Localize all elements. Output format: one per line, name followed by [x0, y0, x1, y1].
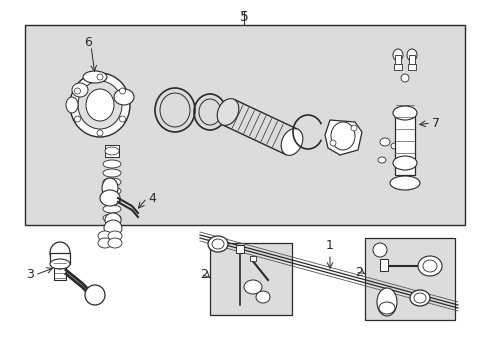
- Ellipse shape: [98, 231, 112, 241]
- Text: 4: 4: [148, 192, 156, 204]
- Ellipse shape: [217, 99, 238, 125]
- Ellipse shape: [103, 160, 121, 168]
- Ellipse shape: [281, 129, 302, 156]
- Ellipse shape: [103, 178, 121, 186]
- Polygon shape: [325, 120, 361, 155]
- Text: 5: 5: [239, 10, 248, 24]
- Ellipse shape: [400, 74, 408, 82]
- Bar: [249, 256, 256, 261]
- Ellipse shape: [103, 169, 121, 177]
- Bar: [407, 64, 415, 70]
- Ellipse shape: [97, 74, 103, 80]
- Ellipse shape: [72, 83, 88, 97]
- Ellipse shape: [50, 242, 70, 264]
- Ellipse shape: [86, 89, 114, 121]
- Bar: [105, 145, 119, 157]
- Ellipse shape: [372, 243, 386, 257]
- Text: 2: 2: [200, 269, 207, 282]
- Ellipse shape: [378, 302, 394, 314]
- Bar: [209, 243, 291, 315]
- Ellipse shape: [108, 238, 122, 248]
- Ellipse shape: [103, 205, 121, 213]
- Ellipse shape: [97, 130, 103, 136]
- Ellipse shape: [244, 280, 262, 294]
- Ellipse shape: [98, 238, 112, 248]
- Bar: [25, 25, 464, 225]
- Ellipse shape: [417, 256, 441, 276]
- Ellipse shape: [392, 156, 416, 170]
- Ellipse shape: [119, 116, 125, 122]
- Ellipse shape: [102, 178, 118, 198]
- Ellipse shape: [422, 260, 436, 272]
- Bar: [379, 259, 387, 271]
- Ellipse shape: [392, 49, 402, 61]
- Ellipse shape: [406, 49, 416, 61]
- Ellipse shape: [78, 81, 122, 129]
- Text: 7: 7: [431, 117, 439, 130]
- Ellipse shape: [85, 285, 105, 305]
- Ellipse shape: [207, 236, 227, 252]
- Ellipse shape: [350, 125, 356, 131]
- Ellipse shape: [103, 214, 121, 222]
- Bar: [394, 55, 400, 65]
- Ellipse shape: [104, 220, 122, 236]
- Ellipse shape: [376, 288, 396, 316]
- Ellipse shape: [103, 187, 121, 195]
- Bar: [364, 238, 454, 320]
- Bar: [394, 115, 414, 175]
- Ellipse shape: [50, 259, 70, 269]
- Ellipse shape: [105, 213, 121, 227]
- Ellipse shape: [377, 157, 385, 163]
- Bar: [408, 55, 414, 65]
- Ellipse shape: [100, 190, 120, 206]
- Ellipse shape: [212, 239, 224, 249]
- Bar: [393, 64, 401, 70]
- Ellipse shape: [70, 73, 130, 137]
- Ellipse shape: [103, 196, 121, 204]
- Ellipse shape: [379, 138, 389, 146]
- Ellipse shape: [114, 89, 134, 105]
- Ellipse shape: [66, 97, 78, 113]
- Bar: [54, 262, 66, 280]
- Ellipse shape: [413, 293, 425, 303]
- Ellipse shape: [74, 116, 81, 122]
- Ellipse shape: [105, 147, 119, 155]
- Text: 6: 6: [84, 36, 92, 49]
- Bar: [236, 245, 244, 253]
- Ellipse shape: [329, 140, 335, 146]
- Text: 1: 1: [325, 239, 333, 252]
- Ellipse shape: [389, 176, 419, 190]
- Ellipse shape: [119, 88, 125, 94]
- Ellipse shape: [108, 231, 122, 241]
- Text: 3: 3: [26, 269, 34, 282]
- Ellipse shape: [83, 71, 107, 83]
- Text: 2: 2: [354, 266, 362, 279]
- Ellipse shape: [392, 106, 416, 120]
- Ellipse shape: [74, 88, 81, 94]
- Bar: [50, 253, 70, 264]
- Ellipse shape: [256, 291, 269, 303]
- Ellipse shape: [409, 290, 429, 306]
- Ellipse shape: [390, 143, 398, 149]
